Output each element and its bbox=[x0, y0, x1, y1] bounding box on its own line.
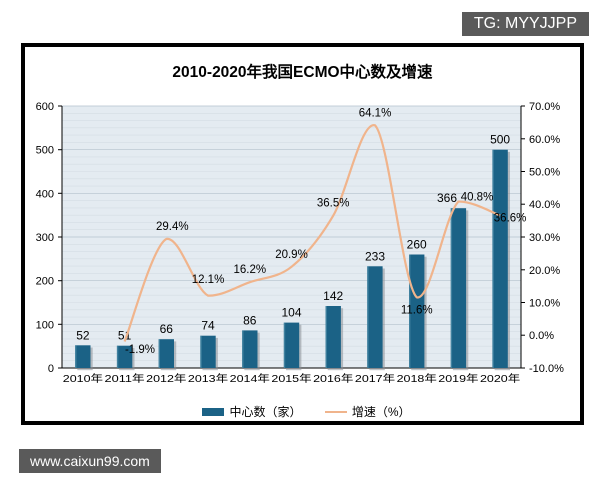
svg-text:30.0%: 30.0% bbox=[529, 232, 560, 244]
svg-text:20.9%: 20.9% bbox=[275, 249, 308, 261]
svg-text:10.0%: 10.0% bbox=[529, 298, 560, 310]
svg-text:0: 0 bbox=[48, 363, 54, 375]
svg-text:500: 500 bbox=[36, 145, 54, 157]
svg-text:29.4%: 29.4% bbox=[156, 221, 189, 233]
svg-text:70.0%: 70.0% bbox=[529, 101, 560, 113]
svg-text:2016年: 2016年 bbox=[313, 372, 353, 385]
svg-text:100: 100 bbox=[36, 319, 54, 331]
svg-text:74: 74 bbox=[201, 319, 215, 333]
svg-text:-1.9%: -1.9% bbox=[125, 344, 155, 356]
svg-text:142: 142 bbox=[323, 289, 343, 303]
svg-text:2017年: 2017年 bbox=[355, 372, 395, 385]
svg-text:11.6%: 11.6% bbox=[401, 304, 433, 316]
svg-text:2010年: 2010年 bbox=[63, 372, 103, 385]
svg-text:40.0%: 40.0% bbox=[529, 199, 560, 211]
svg-text:366: 366 bbox=[437, 191, 457, 205]
svg-text:50.0%: 50.0% bbox=[529, 167, 560, 179]
svg-text:500: 500 bbox=[490, 133, 510, 147]
svg-text:86: 86 bbox=[243, 313, 257, 327]
svg-text:16.2%: 16.2% bbox=[233, 264, 266, 276]
svg-text:64.1%: 64.1% bbox=[359, 107, 392, 119]
svg-text:2015年: 2015年 bbox=[271, 372, 311, 385]
svg-text:66: 66 bbox=[160, 322, 174, 336]
svg-text:20.0%: 20.0% bbox=[529, 265, 560, 277]
svg-text:36.6%: 36.6% bbox=[494, 212, 527, 224]
svg-text:52: 52 bbox=[76, 328, 90, 342]
svg-text:2013年: 2013年 bbox=[188, 372, 228, 385]
svg-text:2014年: 2014年 bbox=[230, 372, 270, 385]
svg-text:600: 600 bbox=[36, 101, 54, 113]
svg-text:2012年: 2012年 bbox=[146, 372, 186, 385]
svg-text:12.1%: 12.1% bbox=[192, 274, 225, 286]
svg-text:2011年: 2011年 bbox=[105, 372, 145, 385]
svg-text:0.0%: 0.0% bbox=[529, 330, 554, 342]
svg-text:260: 260 bbox=[407, 238, 427, 252]
svg-text:2018年: 2018年 bbox=[397, 372, 437, 385]
svg-text:60.0%: 60.0% bbox=[529, 134, 560, 146]
svg-text:36.5%: 36.5% bbox=[317, 198, 350, 210]
svg-text:2020年: 2020年 bbox=[480, 372, 520, 385]
svg-text:-10.0%: -10.0% bbox=[529, 363, 564, 375]
svg-text:40.8%: 40.8% bbox=[461, 191, 494, 203]
svg-text:400: 400 bbox=[36, 188, 54, 200]
svg-text:300: 300 bbox=[36, 232, 54, 244]
svg-text:2019年: 2019年 bbox=[438, 372, 478, 385]
svg-text:104: 104 bbox=[281, 306, 301, 320]
svg-text:233: 233 bbox=[365, 249, 385, 263]
svg-text:200: 200 bbox=[36, 276, 54, 288]
